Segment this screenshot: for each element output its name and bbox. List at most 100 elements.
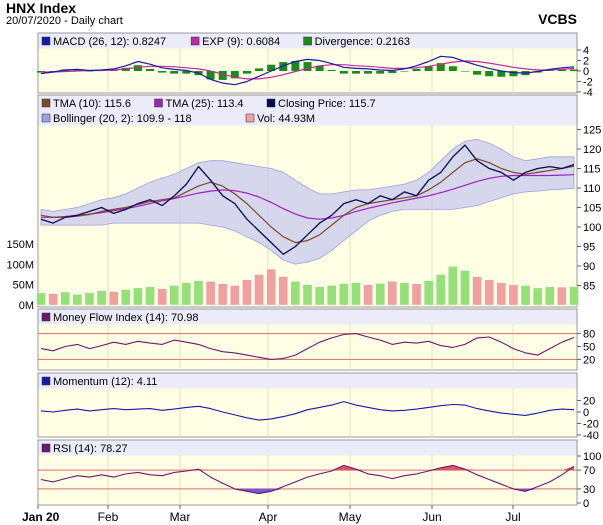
rsi-overbought-fill (561, 466, 574, 471)
page-title: HNX Index (6, 0, 77, 16)
volume-bar (205, 281, 216, 306)
divergence-bar (545, 70, 554, 71)
rsi-oversold-fill (259, 488, 272, 494)
price-row2-legend-label-0: Bollinger (20, 2): 109.9 - 118 (53, 113, 192, 125)
price-row1-legend-label-2: Closing Price: 115.7 (278, 98, 376, 110)
price-row1-legend-swatch-0 (41, 98, 51, 108)
volume-bar (266, 269, 276, 306)
rsi-line (40, 464, 575, 495)
volume-bar (448, 266, 458, 306)
rsi-ytick-label: 70 (583, 465, 595, 477)
volume-bar (496, 282, 506, 306)
exp-line (41, 60, 575, 80)
volume-bar (363, 284, 373, 306)
divergence-bar (206, 71, 215, 80)
momentum-line (40, 401, 575, 421)
volume-bar (230, 285, 240, 306)
price-ytick-label: 90 (583, 261, 595, 273)
volume-bar (109, 291, 119, 306)
divergence-bar (291, 61, 300, 71)
rsi-overbought-fill (198, 469, 211, 471)
rsi-oversold-fill (246, 488, 260, 494)
price-legend-bg (38, 95, 577, 126)
divergence-bar (509, 71, 518, 77)
macd-legend-label-2: Divergence: 0.2163 (315, 36, 410, 48)
macd-legend-label-1: EXP (9): 0.6084 (202, 36, 280, 48)
volume-bar (48, 293, 58, 306)
volume-bar (545, 286, 555, 306)
volume-bar (557, 286, 567, 306)
divergence-bar (49, 71, 58, 72)
momentum-ytick-label: -20 (583, 419, 599, 431)
rsi-legend-swatch-0 (41, 443, 51, 453)
volume-bar (375, 283, 385, 306)
volume-bar (460, 270, 470, 306)
divergence-bar (412, 68, 421, 71)
volume-bar (520, 285, 531, 306)
volume-ytick-label: 50M (13, 280, 34, 292)
divergence-bar (73, 69, 82, 71)
momentum-legend-bg (38, 373, 577, 389)
divergence-bar (448, 66, 457, 71)
macd-legend-swatch-0 (41, 36, 51, 46)
tma10-line (40, 158, 575, 244)
x-tick-label: May (339, 510, 362, 524)
page-subtitle: 20/07/2020 - Daily chart (6, 15, 123, 27)
divergence-bar (570, 69, 578, 71)
divergence-bar (351, 71, 360, 74)
macd-legend-swatch-2 (303, 36, 312, 46)
macd-legend-label-0: MACD (26, 12): 0.8247 (53, 36, 166, 48)
divergence-bar (557, 69, 566, 71)
mfi-legend-label-0: Money Flow Index (14): 70.98 (53, 312, 199, 324)
divergence-bar (218, 71, 227, 80)
volume-bar (399, 282, 410, 306)
mfi-line (40, 333, 575, 360)
volume-ytick-label: 150M (6, 239, 34, 251)
x-tick-label: Jan 20 (22, 510, 60, 524)
volume-bar (72, 294, 82, 306)
volume-bar (472, 276, 482, 306)
price-ytick-label: 110 (583, 183, 601, 195)
macd-ytick-label: -4 (583, 87, 593, 99)
volume-bar (423, 280, 434, 306)
volume-ytick-label: 100M (6, 259, 34, 271)
divergence-bar (242, 71, 251, 74)
price-ytick-label: 115 (583, 164, 601, 176)
price-ytick-label: 120 (583, 144, 601, 156)
price-row2-legend-swatch-0 (41, 113, 51, 123)
mfi-legend-bg (38, 309, 577, 325)
momentum-ytick-label: 0 (583, 407, 589, 419)
price-row1-legend-swatch-1 (154, 98, 163, 108)
volume-bar (436, 274, 446, 306)
closing-price-line (40, 144, 575, 255)
price-ytick-label: 125 (583, 125, 601, 137)
divergence-bar (497, 71, 506, 77)
divergence-bar (315, 65, 324, 71)
volume-bar (121, 289, 131, 306)
momentum-legend-swatch-0 (41, 376, 51, 386)
macd-line (40, 55, 575, 86)
rsi-ytick-label: 30 (583, 484, 595, 496)
macd-ytick-label: 2 (583, 56, 589, 68)
momentum-legend-label-0: Momentum (12): 4.11 (53, 376, 157, 388)
divergence-bar (279, 62, 288, 71)
price-ytick-label: 95 (583, 242, 595, 254)
volume-bar (145, 286, 155, 306)
volume-bar (84, 292, 95, 306)
volume-bar (327, 285, 337, 306)
divergence-bar (436, 63, 445, 71)
rsi-ytick-label: 0 (583, 498, 589, 510)
momentum-ytick-label: -40 (583, 430, 599, 442)
volume-bar (169, 285, 179, 306)
divergence-bar (376, 71, 385, 74)
divergence-bar (133, 65, 142, 71)
volume-ytick-label: 0M (19, 300, 34, 312)
divergence-bar (485, 71, 494, 77)
volume-bar (339, 283, 349, 306)
volume-bar (96, 290, 107, 306)
volume-bar (387, 281, 397, 306)
divergence-bar (388, 71, 397, 74)
volume-bar (351, 282, 361, 306)
volume-bar (218, 283, 228, 306)
